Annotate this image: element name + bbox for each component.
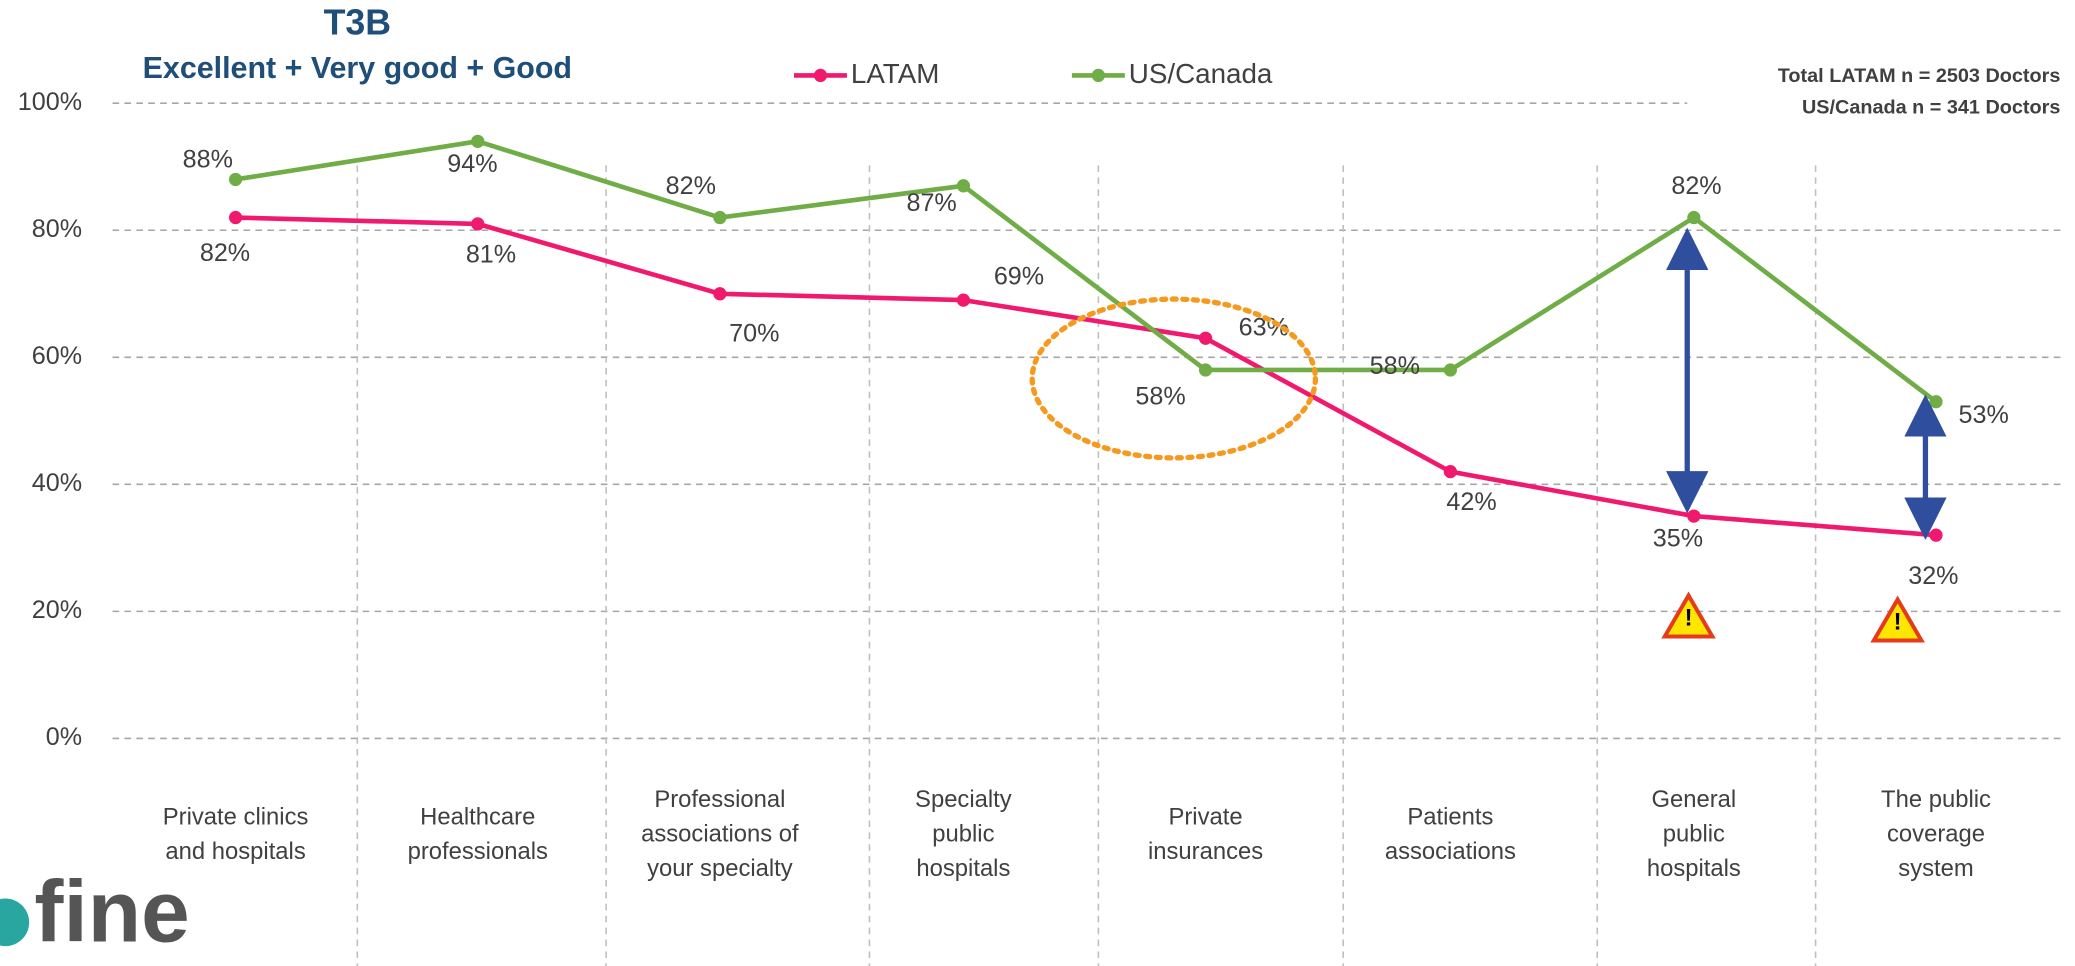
legend-label: US/Canada [1129, 58, 1273, 89]
data-point [1198, 331, 1213, 345]
y-tick-label: 80% [32, 215, 82, 243]
x-tick-label-box: Private insurances [1147, 803, 1264, 865]
y-tick-label: 20% [32, 596, 82, 624]
data-label: 81% [466, 240, 516, 268]
x-tick-label-box: General public hospitals [1646, 785, 1741, 882]
data-point [1687, 210, 1701, 225]
y-tick-label: 40% [32, 469, 82, 497]
data-point [1443, 465, 1457, 479]
data-point [228, 210, 243, 225]
data-label: 82% [1671, 172, 1721, 200]
data-label: 32% [1908, 562, 1958, 590]
x-tick-label-box: Specialty public hospitals [915, 785, 1012, 882]
data-point [1929, 395, 1943, 409]
svg-text:!: ! [1894, 609, 1902, 636]
data-label: 87% [906, 189, 956, 217]
data-label: 58% [1370, 352, 1420, 380]
data-point [1198, 363, 1213, 377]
data-label: 69% [994, 262, 1044, 290]
y-tick-label: 60% [32, 342, 82, 370]
chart-title: T3B [324, 3, 391, 43]
logo-text: fine [34, 862, 189, 960]
x-tick-label: Patients associations [1384, 803, 1516, 865]
legend-marker [813, 68, 828, 83]
warning-icon: ! [1661, 591, 1716, 639]
data-point [713, 210, 727, 225]
sample-note: Total LATAM n = 2503 Doctors [1778, 65, 2061, 87]
warning-icon: ! [1870, 595, 1925, 643]
legend-label: LATAM [851, 58, 939, 89]
data-label: 42% [1446, 488, 1496, 516]
x-tick-label-box: Patients associations [1384, 803, 1516, 865]
data-point [956, 179, 971, 193]
x-tick-label: The public coverage system [1881, 785, 1991, 882]
series-line [235, 139, 1938, 404]
data-point [1929, 528, 1943, 542]
svg-text:!: ! [1685, 605, 1693, 632]
highlight-ellipse [1029, 296, 1319, 461]
x-tick-label-box: The public coverage system [1881, 785, 1991, 882]
y-tick-label: 100% [18, 88, 82, 116]
y-tick-label: 0% [46, 723, 82, 751]
data-point [471, 134, 485, 148]
logo-mark [0, 898, 30, 947]
data-label: 88% [183, 146, 233, 174]
data-label: 70% [729, 319, 779, 347]
sample-note: US/Canada n = 341 Doctors [1802, 97, 2060, 119]
data-label: 58% [1135, 382, 1185, 410]
data-point [1687, 509, 1701, 523]
data-point [471, 217, 485, 231]
x-tick-label: Specialty public hospitals [915, 785, 1012, 882]
chart-subtitle: Excellent + Very good + Good [143, 51, 572, 85]
data-point [713, 287, 727, 301]
data-label: 53% [1959, 401, 2009, 429]
data-label: 82% [200, 239, 250, 267]
legend-marker [1091, 68, 1105, 83]
x-tick-label: Professional associations of your specia… [641, 785, 799, 882]
data-point [956, 293, 971, 307]
data-label: 94% [447, 150, 497, 178]
x-tick-label: Private clinics and hospitals [162, 803, 309, 865]
x-tick-label-box: Professional associations of your specia… [641, 785, 799, 882]
logo: fine [0, 862, 190, 960]
x-tick-label-box: Healthcare professionals [407, 803, 548, 865]
data-point [228, 172, 243, 187]
x-tick-label: Private insurances [1147, 803, 1264, 865]
x-tick-label: General public hospitals [1646, 785, 1741, 882]
data-label: 35% [1653, 525, 1703, 553]
data-label: 82% [666, 172, 716, 200]
plot: 0% 20% 40% 60% 80% 100% Private clinics and ho… [18, 58, 2065, 966]
data-point [1443, 363, 1457, 377]
x-tick-label: Healthcare professionals [407, 803, 548, 865]
x-tick-label-box: Private clinics and hospitals [162, 803, 309, 865]
